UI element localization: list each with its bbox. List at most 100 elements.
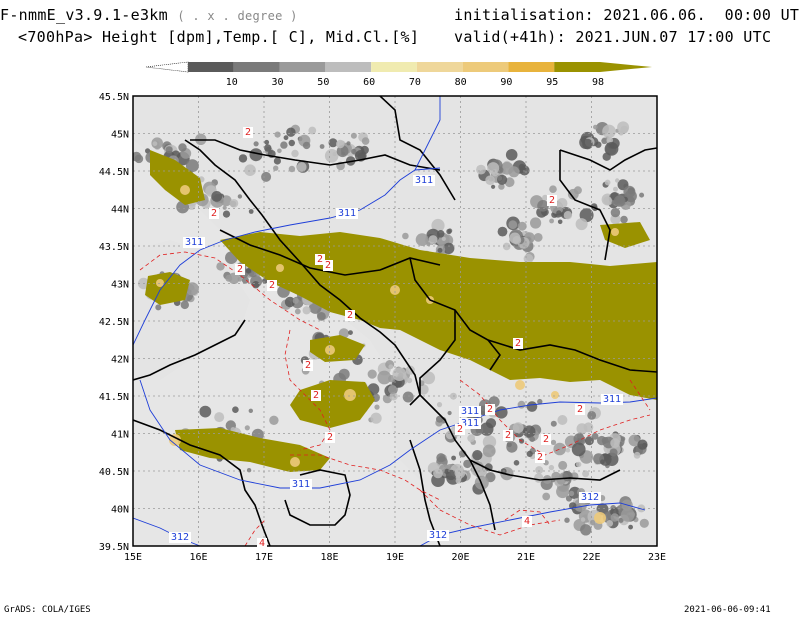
cloud-speck <box>600 459 605 465</box>
lon-label: 15E <box>124 552 142 563</box>
temp-label-bg <box>541 434 551 445</box>
cloud-speck <box>589 519 596 526</box>
cloud-speck <box>526 450 533 457</box>
cloud-speck <box>610 207 621 218</box>
footer-right: 2021-06-06-09:41 <box>684 605 771 615</box>
lon-label: 21E <box>517 552 535 563</box>
temp-label-bg <box>235 264 245 275</box>
cloud-speck <box>185 282 199 296</box>
temp-label-bg <box>547 195 557 206</box>
cloud-speck <box>332 151 337 157</box>
coastlines-borders <box>133 96 657 546</box>
lat-label: 42.5N <box>99 317 129 328</box>
temp-label-bg <box>267 280 277 291</box>
cloud-speck <box>513 460 520 466</box>
cloud-speck <box>361 137 370 145</box>
cloud-speck <box>556 210 562 216</box>
lon-label: 23E <box>648 552 666 563</box>
temp-contour-label: 2 <box>245 127 251 138</box>
height-label-bg <box>290 479 312 490</box>
cloud-speck <box>549 218 554 224</box>
colorbar-tick-label: 90 <box>500 77 512 88</box>
height-contour-label: 312 <box>429 530 447 541</box>
cloud-speck <box>249 148 263 162</box>
cloud-speck <box>637 504 646 513</box>
colorbar-tick-label: 98 <box>592 77 604 88</box>
cloud-speck <box>576 423 588 435</box>
colorbar-high-arrow <box>600 62 652 72</box>
cloud-speck <box>451 455 456 461</box>
fields-title: <700hPa> Height [dpm],Temp.[ C], Mid.Cl.… <box>18 28 420 46</box>
cloud-speck <box>264 144 272 152</box>
temp-label-bg <box>522 516 532 527</box>
cloud-speck <box>609 448 618 457</box>
cloud-speck <box>302 141 311 150</box>
temp-label-bg <box>311 390 321 401</box>
cloud-speck <box>537 398 543 405</box>
cloud-speck <box>576 461 582 468</box>
cloud-speck <box>296 162 307 172</box>
cloud-speck <box>497 226 508 237</box>
cloud-speck <box>230 427 236 433</box>
temp-label-bg <box>303 360 313 371</box>
temp-contour-label: 4 <box>259 538 265 549</box>
cloud-speck <box>476 164 486 175</box>
cloud-speck <box>341 151 346 156</box>
cloud-speck <box>229 199 239 208</box>
colorbar-low-arrow <box>145 61 189 73</box>
temp-contour-label: 2 <box>313 390 319 401</box>
lat-label: 44N <box>111 205 129 216</box>
cloud-speck <box>216 262 225 271</box>
cloud-speck <box>497 175 503 181</box>
height-label-bg <box>459 418 481 429</box>
cloud-speck <box>615 178 620 183</box>
cloud-speck <box>165 146 173 154</box>
cloud-speck <box>485 175 495 185</box>
cloud-speck <box>550 439 557 445</box>
temp-contour-label: 4 <box>524 516 530 527</box>
cloud-speck <box>291 149 299 158</box>
temp-contour-label: 2 <box>211 208 217 219</box>
temp-label-bg <box>513 338 523 349</box>
cloud-speck <box>610 214 621 225</box>
cloud-speck <box>604 142 619 156</box>
cloud-speck <box>628 434 641 447</box>
cloud-speck <box>374 404 380 410</box>
cloud-speck <box>610 513 619 522</box>
cloud-speck <box>518 163 526 170</box>
cloud-speck <box>613 195 626 207</box>
temp-label-bg <box>243 127 253 138</box>
cloud-speck <box>222 205 227 210</box>
cloud-speck <box>467 434 476 443</box>
cloud-speck <box>604 179 611 186</box>
temp-label-bg <box>323 260 333 271</box>
cloud-speck <box>549 185 557 193</box>
colorbar-swatch <box>233 62 280 72</box>
cloud-speck <box>292 297 299 304</box>
valid-line: valid(+41h): 2021.JUN.07 17:00 UTC <box>454 28 771 46</box>
temp-contour-label: 2 <box>237 264 243 275</box>
height-label-bg <box>427 530 449 541</box>
height-contour-label: 312 <box>171 532 189 543</box>
height-contour-label: 311 <box>185 237 203 248</box>
cloud-speck <box>428 235 438 244</box>
cloud-speck <box>388 364 394 370</box>
lat-label: 43.5N <box>99 242 129 253</box>
valid-label: valid(+41h): <box>454 28 566 46</box>
cloud-speck <box>535 466 544 475</box>
cloud-speck <box>388 385 397 394</box>
temp-label-bg <box>503 430 513 441</box>
cloud-speck <box>238 154 248 163</box>
temp-label-bg <box>315 254 325 265</box>
cloud-speck <box>248 408 253 413</box>
cloud-speck <box>487 162 500 175</box>
cloud-speck <box>639 192 645 198</box>
height-label-bg <box>459 406 481 417</box>
cloud-speck <box>370 412 382 424</box>
cloud-speck <box>523 425 536 438</box>
cloud-speck <box>617 121 630 134</box>
temp-contour-label: 2 <box>305 360 311 371</box>
height-label-bg <box>601 394 623 405</box>
model-name: F-nmmE_v3.9.1-e3km <box>0 6 168 24</box>
colorbar-swatch <box>325 62 372 72</box>
